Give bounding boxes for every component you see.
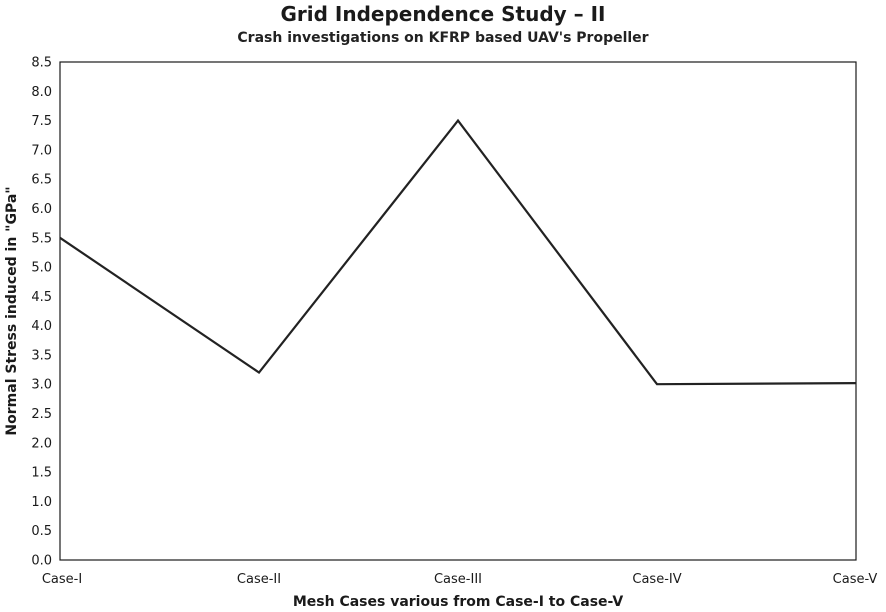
plot-area-frame bbox=[59, 61, 857, 561]
y-tick-label: 2.0 bbox=[31, 436, 52, 451]
x-tick-label: Case-III bbox=[434, 572, 482, 587]
chart-subtitle: Crash investigations on KFRP based UAV's… bbox=[237, 30, 649, 46]
y-tick-label: 0.5 bbox=[31, 524, 52, 539]
y-axis-label: Normal Stress induced in "GPa" bbox=[4, 186, 20, 436]
y-tick-label: 6.5 bbox=[31, 173, 52, 188]
y-tick-label: 8.0 bbox=[31, 85, 52, 100]
y-tick-label: 4.5 bbox=[31, 290, 52, 305]
x-tick-label: Case-I bbox=[42, 572, 82, 587]
y-tick-label: 8.5 bbox=[31, 56, 52, 71]
y-tick-label: 3.0 bbox=[31, 378, 52, 393]
series-line bbox=[59, 118, 857, 386]
x-axis-label: Mesh Cases various from Case-I to Case-V bbox=[292, 594, 624, 610]
y-tick-label: 3.5 bbox=[31, 348, 52, 363]
y-tick-label: 1.0 bbox=[31, 495, 52, 510]
y-tick-label: 0.0 bbox=[31, 554, 52, 569]
y-tick-label: 2.5 bbox=[31, 407, 52, 422]
y-tick-label: 4.0 bbox=[31, 319, 52, 334]
y-tick-label: 6.0 bbox=[31, 202, 52, 217]
x-tick-label: Case-V bbox=[833, 572, 878, 587]
y-tick-label: 7.5 bbox=[31, 114, 52, 129]
y-tick-label: 5.5 bbox=[31, 231, 52, 246]
x-tick-label: Case-II bbox=[237, 572, 281, 587]
x-axis-ticks: Case-I Case-II Case-III Case-IV Case-V bbox=[42, 572, 878, 587]
chart-title: Grid Independence Study – II bbox=[280, 2, 606, 26]
y-tick-label: 7.0 bbox=[31, 143, 52, 158]
y-axis-ticks: 0.0 0.5 1.0 1.5 2.0 2.5 3.0 3.5 4.0 4.5 5.0 5.5 6.0 6… bbox=[31, 56, 52, 569]
y-tick-label: 1.5 bbox=[31, 466, 52, 481]
x-tick-label: Case-IV bbox=[632, 572, 681, 587]
y-tick-label: 5.0 bbox=[31, 261, 52, 276]
